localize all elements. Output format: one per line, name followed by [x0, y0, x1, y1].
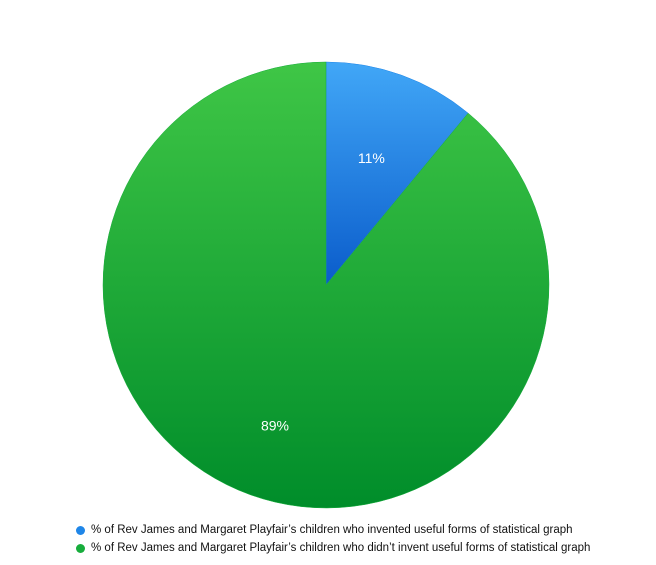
legend-swatch-invented	[76, 525, 85, 535]
legend-item-invented: % of Rev James and Margaret Playfair’s c…	[76, 521, 651, 539]
legend-item-did-not-invent: % of Rev James and Margaret Playfair’s c…	[76, 539, 651, 557]
pie-slice-did-not-invent	[102, 61, 550, 509]
legend-label-did-not-invent: % of Rev James and Margaret Playfair’s c…	[91, 542, 591, 554]
pie-value-label-did-not-invent: 89%	[261, 418, 289, 434]
legend: % of Rev James and Margaret Playfair’s c…	[76, 521, 651, 557]
pie-slices	[102, 61, 550, 509]
pie-value-labels: 11% 89%	[261, 150, 385, 434]
pie-value-label-invented: 11%	[358, 150, 385, 166]
pie-slice-invented	[325, 61, 469, 286]
legend-swatch-did-not-invent	[76, 543, 85, 553]
legend-label-invented: % of Rev James and Margaret Playfair’s c…	[91, 524, 573, 536]
